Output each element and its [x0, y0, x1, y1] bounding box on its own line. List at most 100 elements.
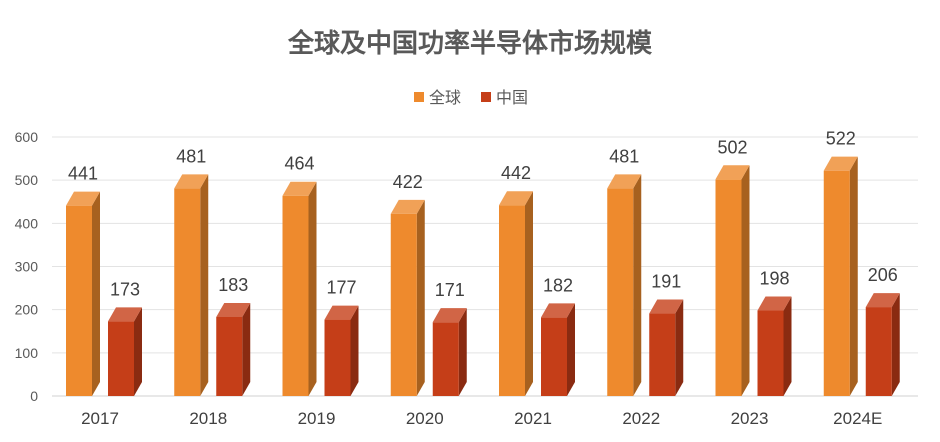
bar-china-2018: 183: [216, 275, 251, 396]
bar-front: [324, 319, 351, 396]
bar-top: [757, 296, 792, 311]
data-label: 522: [826, 129, 856, 149]
x-tick-label: 2017: [81, 409, 119, 428]
bar-top: [216, 303, 251, 318]
bar-front: [216, 317, 243, 396]
bar-front: [715, 179, 742, 396]
bar-side: [741, 165, 750, 396]
bar-side: [350, 305, 359, 396]
bar-top: [66, 191, 100, 206]
bar-top: [324, 305, 359, 320]
bar-top: [432, 308, 467, 323]
bar-front: [757, 310, 784, 396]
bar-global-2019: 464: [282, 154, 317, 396]
bar-side: [200, 174, 209, 396]
x-tick-label: 2023: [731, 409, 769, 428]
legend-label-china: 中国: [496, 89, 528, 107]
bar-global-2022: 481: [607, 146, 642, 396]
bar-front: [432, 322, 459, 396]
y-tick-label: 400: [15, 215, 39, 231]
bar-side: [416, 199, 425, 396]
bar-top: [499, 191, 533, 206]
bar-china-2022: 191: [649, 272, 684, 396]
bar-front: [499, 205, 525, 396]
data-label: 481: [609, 146, 639, 166]
bar-global-2017: 441: [66, 164, 100, 396]
data-label: 171: [435, 280, 465, 300]
bar-front: [865, 307, 892, 396]
bar-top: [715, 165, 750, 180]
bar-front: [823, 170, 850, 396]
bars: 441 173 481 183 464 177 422 171 442 182 481 191 502 1…: [66, 129, 900, 396]
bar-side: [891, 293, 900, 396]
bar-china-2024E: 206: [865, 265, 900, 396]
bar-top: [282, 181, 317, 196]
bar-china-2019: 177: [324, 278, 359, 396]
bar-side: [849, 156, 858, 396]
bar-front: [174, 188, 201, 396]
bar-global-2023: 502: [715, 137, 750, 396]
bar-top: [823, 156, 858, 171]
data-label: 182: [543, 275, 573, 295]
bar-front: [390, 213, 417, 396]
bar-side: [567, 303, 575, 396]
bar-global-2018: 481: [174, 146, 209, 396]
y-tick-label: 0: [30, 388, 38, 404]
bar-side: [633, 174, 642, 396]
bar-side: [458, 308, 467, 396]
bar-side: [783, 296, 792, 396]
data-label: 464: [284, 154, 314, 174]
x-axis: 2017 2018 2019 2020 2021 2022 2023 2024E: [81, 409, 882, 428]
bar-top: [174, 174, 209, 189]
data-label: 177: [326, 278, 356, 298]
data-label: 422: [393, 172, 423, 192]
data-label: 198: [759, 269, 789, 289]
bar-side: [242, 303, 251, 396]
bar-side: [134, 307, 142, 396]
bar-top: [607, 174, 642, 189]
bar-front: [282, 195, 309, 396]
data-label: 206: [868, 265, 898, 285]
legend-swatch-global: [414, 92, 424, 102]
x-tick-label: 2024E: [833, 409, 882, 428]
x-tick-label: 2022: [622, 409, 660, 428]
chart-title: 全球及中国功率半导体市场规模: [287, 28, 653, 58]
data-label: 191: [651, 272, 681, 292]
y-axis: 0 100 200 300 400 500 600: [15, 129, 39, 404]
bar-side: [675, 299, 684, 396]
legend-swatch-china: [481, 92, 491, 102]
bar-side: [92, 191, 100, 396]
bar-side: [308, 181, 317, 396]
data-label: 173: [110, 279, 140, 299]
bar-china-2021: 182: [541, 275, 575, 396]
y-tick-label: 600: [15, 129, 39, 145]
bar-china-2020: 171: [432, 280, 467, 396]
bar-top: [865, 293, 900, 308]
legend: 全球 中国: [414, 89, 528, 107]
x-tick-label: 2020: [406, 409, 444, 428]
bar-side: [525, 191, 533, 396]
data-label: 481: [176, 146, 206, 166]
y-tick-label: 200: [15, 302, 39, 318]
bar-front: [649, 313, 676, 396]
bar-global-2020: 422: [390, 172, 425, 396]
x-tick-label: 2021: [514, 409, 552, 428]
bar-global-2021: 442: [499, 163, 533, 396]
x-tick-label: 2019: [298, 409, 336, 428]
bar-front: [541, 317, 567, 396]
x-tick-label: 2018: [189, 409, 227, 428]
y-tick-label: 500: [15, 172, 39, 188]
data-label: 441: [68, 164, 98, 184]
bar-front: [607, 188, 634, 396]
bar-top: [108, 307, 142, 322]
bar-china-2023: 198: [757, 269, 792, 396]
data-label: 442: [501, 163, 531, 183]
bar-top: [541, 303, 575, 318]
bar-top: [649, 299, 684, 314]
bar-front: [108, 321, 134, 396]
y-tick-label: 100: [15, 345, 39, 361]
bar-china-2017: 173: [108, 279, 142, 396]
bar-top: [390, 199, 425, 214]
data-label: 502: [717, 137, 747, 157]
